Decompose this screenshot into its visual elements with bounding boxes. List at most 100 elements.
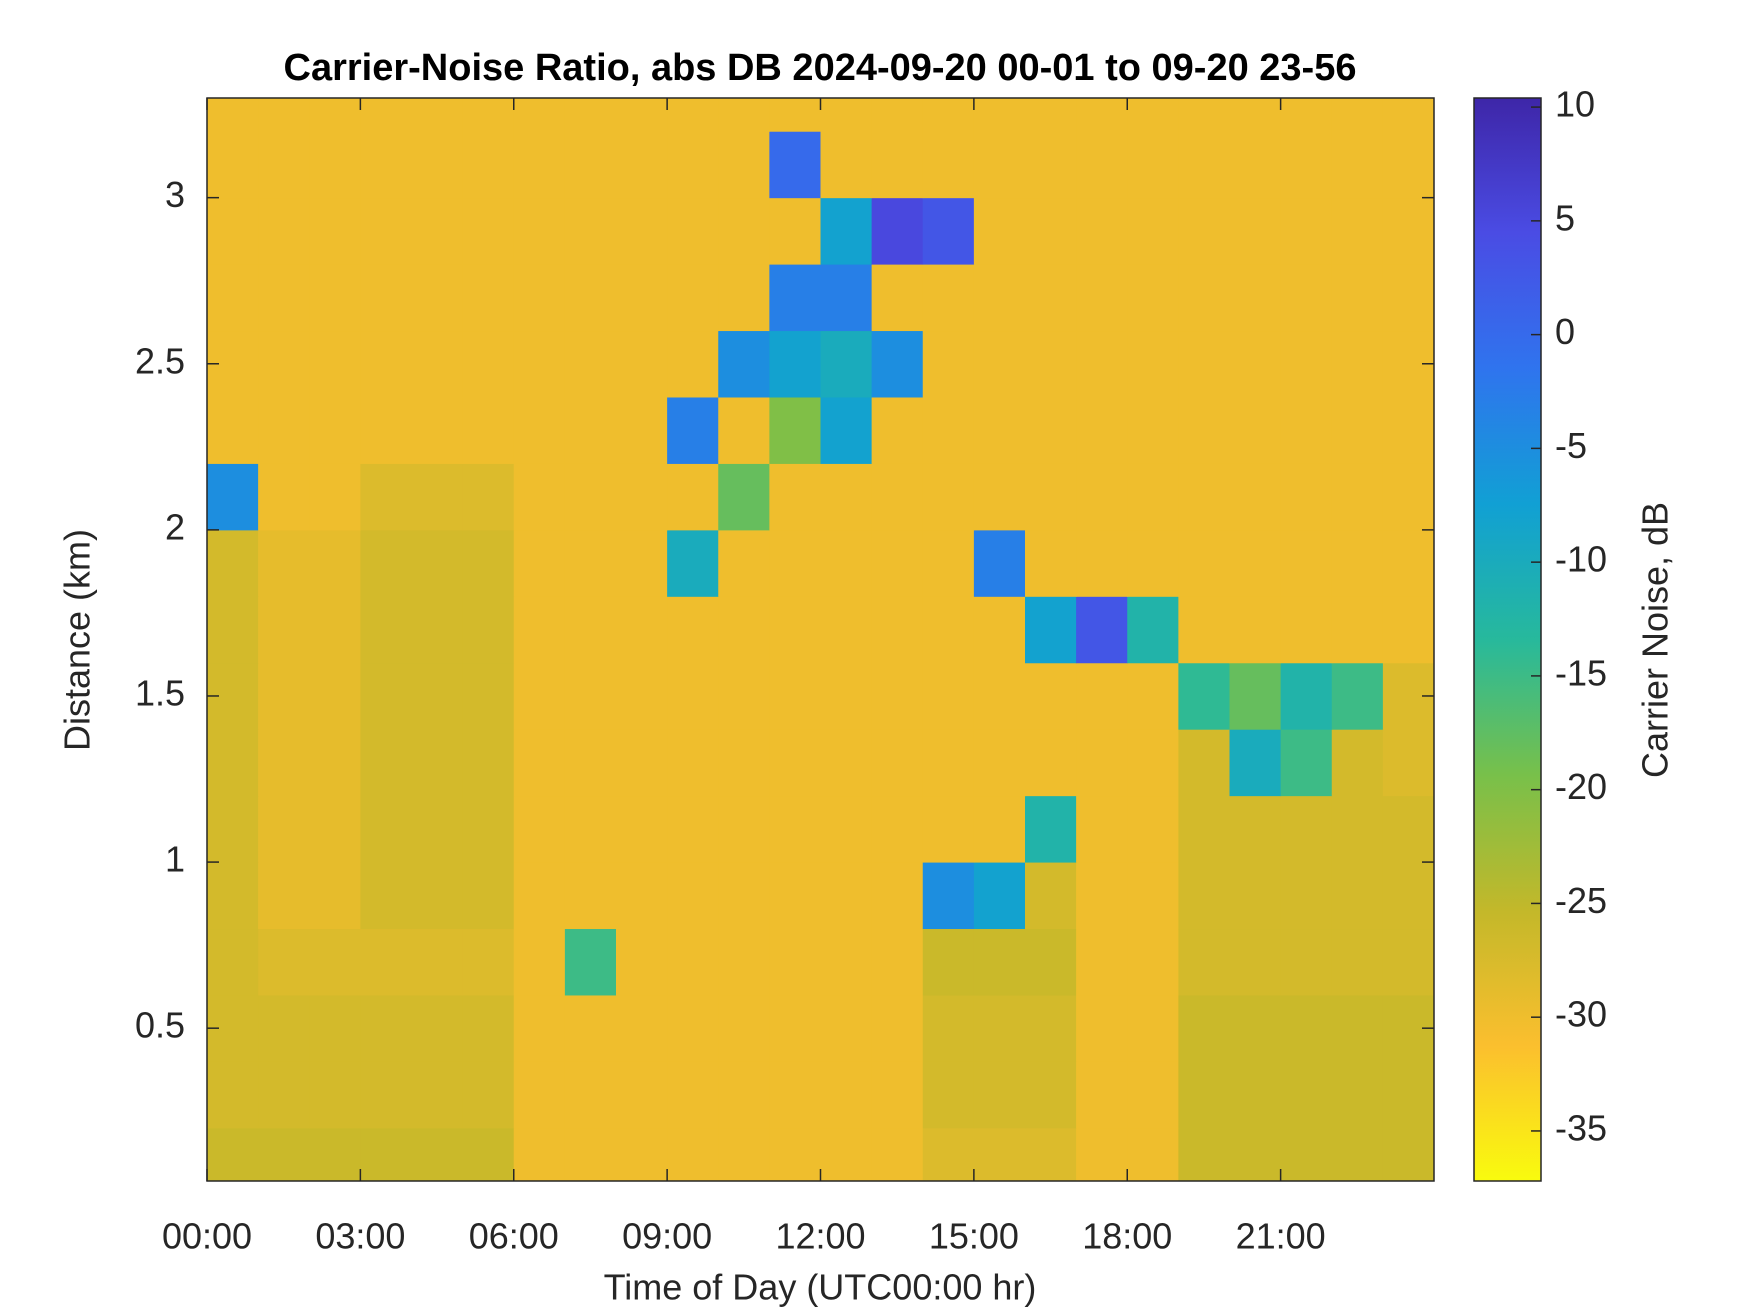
heatmap-cell — [1178, 396, 1230, 464]
heatmap-cell — [769, 529, 821, 597]
heatmap-cell — [1382, 862, 1434, 930]
heatmap-cell — [922, 662, 975, 730]
heatmap-cell — [1382, 264, 1434, 332]
heatmap-cell — [513, 197, 566, 265]
colorbar-tick-label: 0 — [1555, 311, 1575, 352]
heatmap-cell — [258, 862, 310, 930]
heatmap-cell — [411, 795, 464, 863]
heatmap-cell — [871, 529, 924, 597]
heatmap-cell — [667, 1127, 719, 1181]
heatmap-cell — [360, 529, 412, 597]
heatmap-cell — [1178, 596, 1230, 664]
heatmap-cell — [207, 98, 259, 132]
heatmap-cell — [411, 729, 464, 797]
heatmap-cell — [718, 529, 770, 597]
heatmap-cell — [462, 795, 515, 863]
heatmap-cell — [309, 98, 361, 132]
heatmap-cell — [207, 596, 259, 664]
heatmap-cell — [922, 529, 975, 597]
heatmap-cell — [513, 396, 566, 464]
heatmap-cell — [1280, 662, 1333, 730]
heatmap-cell — [360, 795, 412, 863]
heatmap-cell — [769, 98, 821, 132]
heatmap-cell — [1229, 529, 1282, 597]
heatmap-cell — [820, 596, 873, 664]
chart-title: Carrier-Noise Ratio, abs DB 2024-09-20 0… — [284, 47, 1357, 89]
heatmap-cell — [667, 264, 719, 332]
heatmap-cell — [1076, 596, 1128, 664]
x-tick-label: 06:00 — [469, 1216, 559, 1257]
heatmap-cell — [1076, 729, 1128, 797]
heatmap-cell — [1280, 264, 1333, 332]
heatmap-cell — [769, 862, 821, 930]
x-tick-label: 12:00 — [775, 1216, 865, 1257]
heatmap-cell — [1331, 1127, 1384, 1181]
heatmap-cell — [871, 994, 924, 1062]
heatmap-cell — [1076, 463, 1128, 531]
heatmap-cell — [718, 396, 770, 464]
heatmap-cell — [973, 396, 1026, 464]
heatmap-cell — [411, 662, 464, 730]
heatmap-cell — [360, 662, 412, 730]
heatmap-cell — [207, 131, 259, 199]
heatmap-cell — [1280, 729, 1333, 797]
heatmap-cell — [1229, 1061, 1282, 1129]
heatmap-cell — [1280, 994, 1333, 1062]
heatmap-cell — [1025, 98, 1077, 132]
heatmap-cell — [820, 662, 873, 730]
y-tick-label: 1.5 — [135, 672, 185, 713]
heatmap-cell — [258, 994, 310, 1062]
heatmap-cell — [718, 729, 770, 797]
heatmap-cell — [258, 1127, 310, 1181]
heatmap-cell — [871, 795, 924, 863]
heatmap-cell — [1076, 1127, 1128, 1181]
heatmap-cell — [462, 98, 515, 132]
heatmap-cell — [667, 197, 719, 265]
heatmap-cell — [1229, 994, 1282, 1062]
colorbar — [1473, 97, 1542, 1182]
heatmap-cell — [360, 330, 412, 398]
heatmap-cell — [1382, 1061, 1434, 1129]
heatmap-cell — [1025, 1061, 1077, 1129]
heatmap-cell — [1127, 1127, 1179, 1181]
heatmap-cell — [820, 330, 873, 398]
heatmap-cell — [973, 330, 1026, 398]
colorbar-tick-label: -30 — [1555, 994, 1607, 1035]
heatmap-cell — [1331, 131, 1384, 199]
heatmap-cell — [1331, 529, 1384, 597]
heatmap-cell — [1331, 396, 1384, 464]
heatmap-cell — [973, 131, 1026, 199]
heatmap-cell — [1178, 1061, 1230, 1129]
heatmap-cell — [1076, 197, 1128, 265]
heatmap-cell — [1280, 928, 1333, 996]
heatmap-cell — [718, 596, 770, 664]
heatmap-cell — [769, 729, 821, 797]
heatmap-cell — [871, 98, 924, 132]
heatmap-cell — [871, 928, 924, 996]
heatmap-cell — [1127, 463, 1179, 531]
heatmap-cell — [1331, 596, 1384, 664]
heatmap-cell — [616, 928, 668, 996]
heatmap-cell — [718, 1127, 770, 1181]
x-tick-label: 21:00 — [1236, 1216, 1326, 1257]
heatmap-cell — [616, 1061, 668, 1129]
heatmap-cell — [513, 131, 566, 199]
heatmap-cell — [462, 928, 515, 996]
heatmap-cell — [513, 98, 566, 132]
heatmap-cell — [1025, 1127, 1077, 1181]
heatmap-cell — [667, 795, 719, 863]
heatmap-cell — [922, 264, 975, 332]
heatmap-cell — [360, 928, 412, 996]
heatmap-cell — [564, 330, 617, 398]
y-tick-label: 2 — [165, 506, 185, 547]
heatmap-cell — [309, 529, 361, 597]
y-tick-label: 3 — [165, 174, 185, 215]
heatmap-cell — [1025, 529, 1077, 597]
heatmap-cell — [1025, 729, 1077, 797]
heatmap-cell — [1025, 994, 1077, 1062]
heatmap-cell — [258, 264, 310, 332]
heatmap-cell — [513, 330, 566, 398]
heatmap-cell — [258, 396, 310, 464]
heatmap-cell — [820, 264, 873, 332]
heatmap-cell — [973, 928, 1026, 996]
